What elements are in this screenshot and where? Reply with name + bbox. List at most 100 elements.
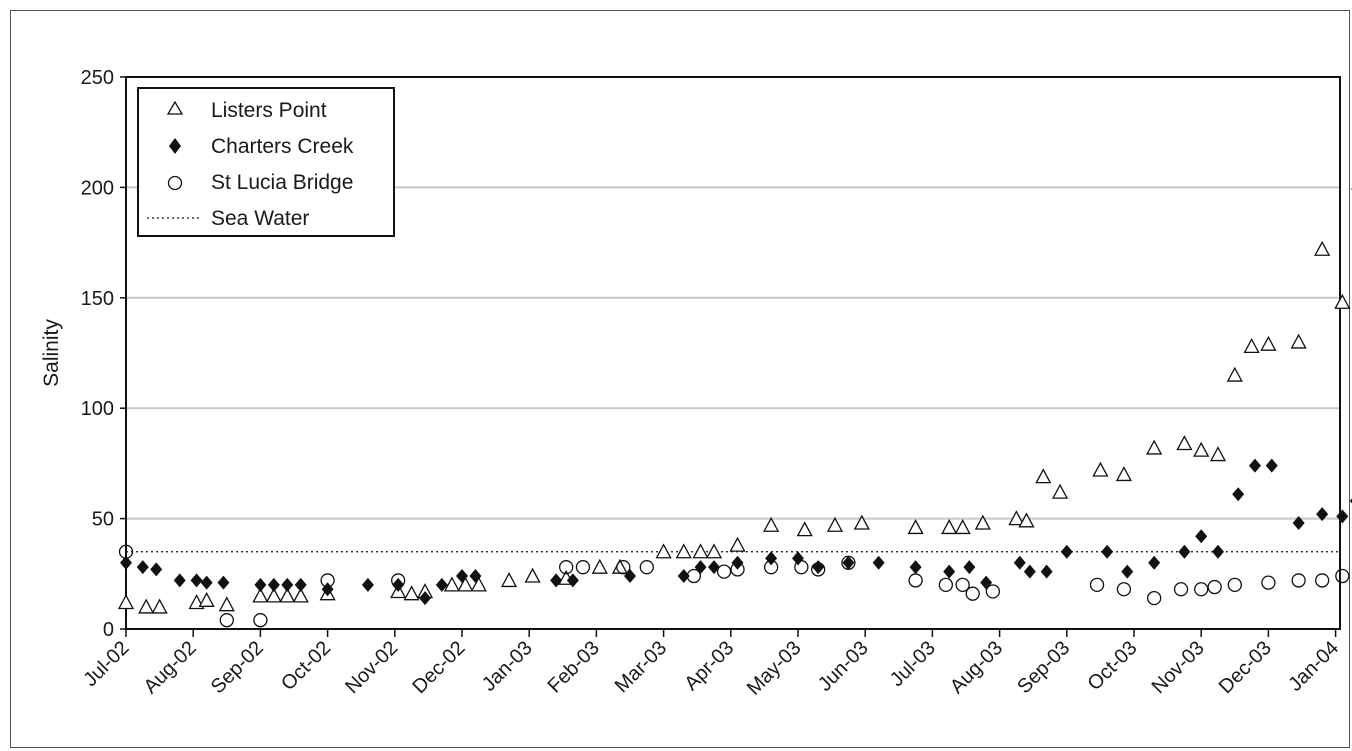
listers-point-point [138, 598, 155, 614]
charters-creek-point [392, 577, 405, 592]
x-tick-label: Oct-03 [1084, 637, 1142, 695]
charters-creek-point [1101, 544, 1114, 559]
charters-creek-point [1013, 555, 1026, 570]
listers-point-point [1334, 293, 1351, 309]
x-tick-label: Aug-03 [946, 637, 1007, 698]
x-tick-label: Jan-03 [478, 637, 537, 696]
charters-creek-point [1349, 498, 1352, 504]
st-lucia-bridge-point [1207, 579, 1222, 595]
st-lucia-bridge-point [1335, 568, 1350, 584]
legend-item-charters-creek: Charters Creek [169, 135, 354, 158]
charters-creek-point [150, 562, 163, 577]
listers-point-point [1314, 240, 1331, 256]
y-tick-label: 100 [81, 398, 114, 420]
y-tick-labels: 0 50 100 150 200 250 [81, 67, 126, 641]
st-lucia-bridge-point [716, 564, 732, 579]
listers-point-point [1146, 439, 1163, 455]
charters-creek-point [1212, 544, 1224, 559]
charters-creek-point [694, 560, 707, 575]
st-lucia-bridge-point [616, 560, 631, 575]
st-lucia-bridge-point [794, 560, 809, 575]
charters-creek-point [872, 555, 885, 570]
listers-point-point [729, 536, 746, 552]
st-lucia-bridge-point [320, 573, 335, 588]
legend-diamond-icon [169, 138, 181, 154]
charters-creek-point [267, 577, 280, 592]
legend-label-st-lucia-bridge: St Lucia Bridge [211, 171, 353, 194]
data-points [117, 187, 1352, 628]
charters-creek-point [1195, 529, 1208, 544]
st-lucia-bridge-point [955, 577, 970, 592]
charters-creek-point [281, 577, 294, 592]
st-lucia-bridge-point [1116, 582, 1132, 597]
charters-creek-point [909, 560, 922, 575]
x-tick-label: Nov-03 [1148, 637, 1209, 698]
legend-circle-icon [167, 175, 183, 191]
charters-creek-point [419, 591, 432, 606]
x-tick-label: Feb-03 [544, 637, 604, 697]
charters-creek-point [1060, 544, 1073, 559]
charters-creek-point [792, 551, 804, 566]
plot-area-border [125, 76, 1341, 630]
x-tick-label: Nov-02 [341, 637, 402, 698]
charters-creek-point [980, 575, 993, 590]
listers-point-point [524, 567, 541, 583]
st-lucia-bridge-point [118, 544, 134, 559]
x-tick-label: Jul-03 [886, 637, 940, 691]
x-tick-label: Dec-03 [1215, 637, 1276, 698]
st-lucia-bridge-point [639, 560, 654, 575]
st-lucia-bridge-point [985, 584, 1001, 599]
listers-point-point [198, 591, 215, 607]
charters-creek-point [1316, 507, 1329, 522]
legend-label-charters-creek: Charters Creek [211, 135, 354, 158]
listers-point-point [279, 587, 296, 603]
grid-lines [126, 186, 1340, 520]
x-tick-label: Jan-04 [1284, 637, 1343, 696]
x-tick-label: Apr-03 [680, 637, 738, 695]
x-tick-label: Oct-02 [277, 637, 335, 695]
charters-creek-point [254, 577, 267, 592]
x-tick-label: Sep-02 [207, 637, 268, 698]
listers-point-point [1092, 461, 1109, 477]
listers-point-point [655, 543, 672, 559]
listers-point-point [1290, 333, 1307, 349]
listers-point-point [1260, 335, 1277, 351]
listers-point-point [218, 596, 235, 612]
listers-point-point [1193, 441, 1210, 457]
listers-point-point [826, 516, 844, 532]
charters-creek-point [294, 577, 307, 592]
charters-creek-point [136, 560, 149, 575]
listers-point-point [675, 543, 692, 559]
charters-creek-point [1248, 458, 1261, 473]
x-tick-label: Jul-02 [79, 637, 133, 691]
legend: Listers Point Charters Creek St Lucia Br… [137, 87, 395, 237]
charters-creek-point [469, 569, 482, 584]
charters-creek-point [1265, 458, 1278, 473]
st-lucia-bridge-point [1315, 573, 1330, 588]
listers-point-point [1051, 483, 1069, 499]
charters-creek-point [361, 577, 374, 592]
axes [125, 76, 1341, 630]
st-lucia-bridge-point [1147, 590, 1162, 606]
charters-creek-point [1232, 487, 1245, 502]
listers-point-point [1226, 366, 1243, 382]
listers-point-point [292, 587, 309, 603]
charters-creek-point [1292, 516, 1305, 531]
st-lucia-bridge-point [965, 586, 980, 601]
listers-point-point [1115, 466, 1133, 482]
y-tick-label: 50 [92, 509, 114, 531]
st-lucia-bridge-point [908, 573, 923, 588]
legend-item-st-lucia-bridge: St Lucia Bridge [167, 171, 353, 194]
charters-creek-point [120, 555, 132, 570]
charters-creek-point [677, 569, 690, 584]
legend-item-listers-point: Listers Point [166, 99, 327, 122]
legend-label-listers-point: Listers Point [211, 99, 327, 122]
st-lucia-bridge-point [686, 568, 701, 584]
charters-creek-point [1023, 564, 1036, 579]
legend-item-sea-water: Sea Water [147, 207, 309, 230]
listers-point-point [1008, 510, 1025, 526]
listers-point-point [974, 514, 991, 530]
x-tick-label: Dec-02 [408, 637, 469, 698]
x-tick-label: Mar-03 [611, 637, 671, 697]
